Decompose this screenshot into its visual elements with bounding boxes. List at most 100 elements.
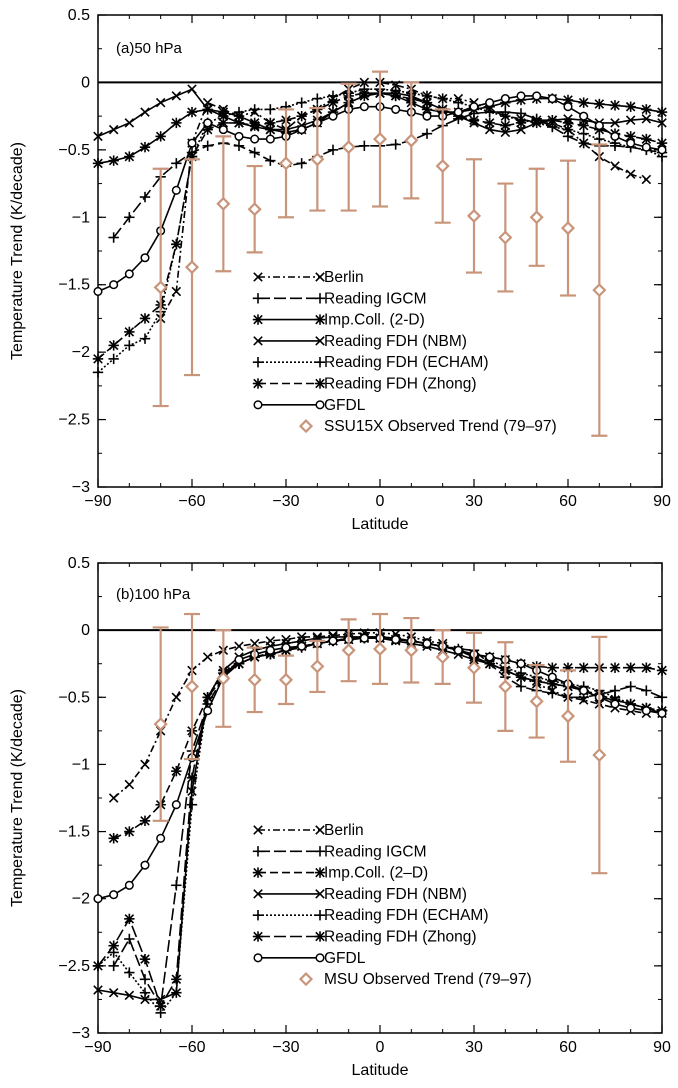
data-point [453, 107, 463, 117]
legend-item: Reading FDH (Zhong) [252, 929, 476, 946]
data-point [249, 147, 260, 158]
data-point [153, 280, 168, 295]
data-point [139, 313, 151, 324]
data-point [124, 326, 135, 338]
data-point [529, 694, 544, 709]
y-tick-label: −1 [72, 209, 90, 226]
data-point [359, 88, 370, 99]
data-point [594, 98, 605, 110]
data-point [656, 106, 668, 118]
data-point [625, 101, 636, 112]
data-point [278, 672, 294, 687]
data-point [108, 155, 119, 166]
legend-item: Reading IGCM [252, 843, 427, 860]
data-point [124, 933, 135, 945]
data-point [515, 671, 527, 683]
data-point [234, 655, 244, 665]
y-tick-label: 0.5 [68, 555, 90, 572]
data-point [92, 158, 104, 169]
data-point [515, 117, 527, 129]
data-point [249, 104, 260, 115]
legend-item: Reading IGCM [252, 290, 427, 307]
data-point [422, 111, 432, 121]
data-point [421, 128, 433, 139]
data-point [435, 158, 450, 174]
legend-marker [252, 846, 264, 857]
legend-marker [253, 953, 263, 963]
data-point [124, 340, 135, 351]
legend-marker [314, 910, 326, 921]
x-tick-label: 30 [465, 493, 483, 510]
data-point [610, 131, 620, 141]
panel-b-100hpa: −90 −60 −30 0 30 60 90 0.5 0 −0.5 −1 −1.5 −2 −2.5 −3 La… [9, 555, 671, 1079]
data-point [124, 269, 134, 279]
data-point [641, 104, 652, 115]
data-point [233, 106, 245, 118]
data-point [139, 191, 151, 203]
legend: Berlin Reading IGCM Imp.Coll. (2–D) Reading… [252, 822, 532, 988]
data-point [108, 232, 119, 243]
legend: Berlin Reading IGCM Imp.Coll. (2-D) Reading… [252, 269, 557, 435]
data-point [281, 643, 291, 653]
data-point [93, 286, 103, 297]
data-point [202, 140, 213, 152]
data-point [594, 121, 604, 131]
data-point [109, 280, 119, 290]
legend-item: Reading FDH (NBM) [253, 333, 467, 350]
data-point [139, 953, 151, 965]
data-point [421, 104, 433, 115]
data-point [656, 665, 668, 676]
data-point [391, 104, 401, 114]
y-tick-label: −1.5 [58, 277, 90, 294]
data-point [124, 779, 135, 790]
data-point [234, 641, 244, 652]
legend-item: GFDL [253, 950, 366, 967]
x-tick-label: −30 [272, 1039, 299, 1056]
legend-label: Reading FDH (NBM) [324, 886, 467, 903]
y-tick-label: −1.5 [58, 824, 90, 841]
data-point [139, 974, 151, 985]
legend-label: GFDL [324, 950, 366, 967]
y-tick-label: −3 [72, 479, 90, 496]
data-point [328, 636, 338, 646]
data-point [92, 353, 104, 365]
data-point [498, 679, 513, 694]
data-point [108, 987, 119, 998]
data-point [625, 681, 636, 692]
series-7 [152, 70, 608, 437]
data-point [531, 114, 542, 126]
series-7 [152, 612, 608, 875]
legend-label: Berlin [324, 822, 364, 839]
data-point [578, 137, 589, 149]
data-point [203, 706, 213, 716]
legend-marker [314, 293, 326, 304]
x-tick-label: −30 [272, 493, 299, 510]
x-tick-label: −90 [84, 493, 111, 510]
data-point [247, 672, 262, 687]
data-point [265, 117, 276, 129]
data-point [247, 202, 262, 217]
data-point [171, 158, 182, 169]
legend-item: MSU Observed Trend (79–97) [298, 971, 532, 988]
data-point [124, 118, 135, 128]
data-point [108, 960, 119, 972]
data-point [140, 107, 150, 117]
data-point [140, 253, 150, 263]
data-point [139, 987, 151, 998]
data-point [171, 987, 182, 998]
data-point [500, 94, 510, 104]
x-tick-label: 90 [653, 493, 671, 510]
data-point [187, 138, 197, 148]
series-line [113, 111, 663, 238]
data-point [547, 678, 558, 690]
data-point [516, 91, 526, 101]
data-point [422, 639, 432, 649]
data-point [562, 117, 574, 129]
data-point [278, 156, 294, 171]
data-point [184, 260, 200, 275]
data-point [171, 880, 182, 891]
legend-label: Reading IGCM [324, 290, 427, 307]
data-point [265, 155, 276, 166]
data-point [153, 717, 168, 732]
